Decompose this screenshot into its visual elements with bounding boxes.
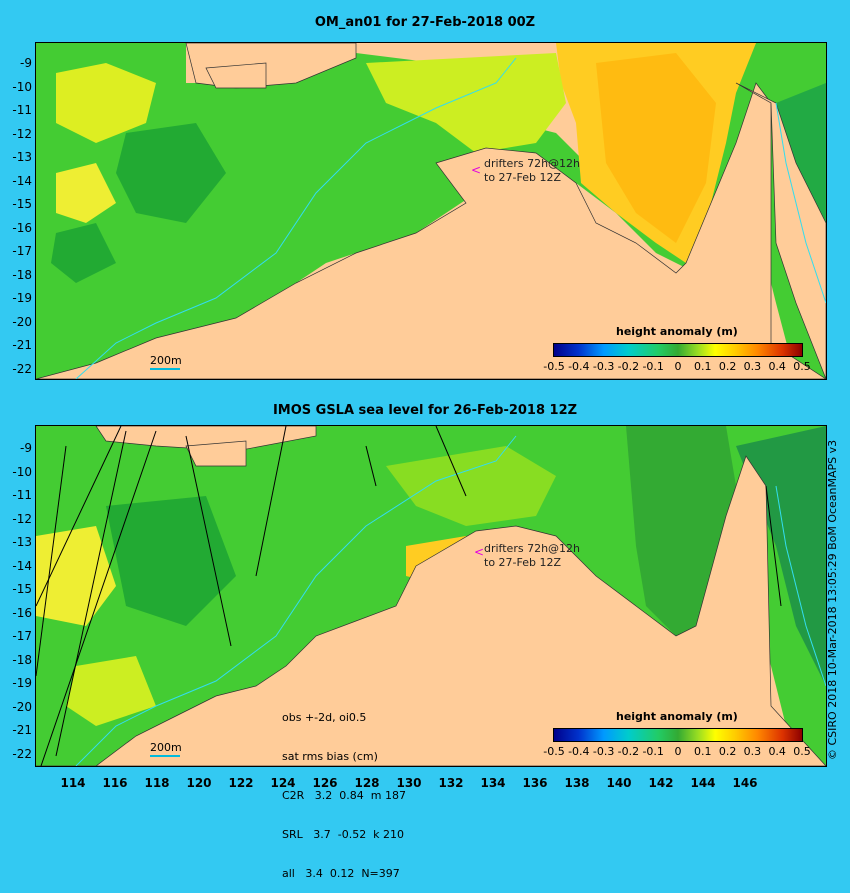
x-tick-label: 122 xyxy=(228,776,254,790)
bottom-scale-bar xyxy=(150,755,180,757)
top-annot-line2: to 27-Feb 12Z xyxy=(484,171,562,184)
top-ylabel: -13 xyxy=(12,150,32,164)
bottom-map-panel xyxy=(35,425,827,767)
bottom-drifter-arrow-icon: < xyxy=(474,545,485,559)
colorbar-tick-label: -0.1 xyxy=(642,745,664,758)
x-tick-label: 128 xyxy=(354,776,380,790)
bottom-colorbar xyxy=(553,728,803,742)
colorbar-tick-label: -0.4 xyxy=(568,360,590,373)
bottom-ylabel: -9 xyxy=(20,441,32,455)
top-ylabel: -21 xyxy=(12,338,32,352)
colorbar-tick-label: 0.3 xyxy=(743,745,762,758)
x-tick-label: 118 xyxy=(144,776,170,790)
top-ylabel: -12 xyxy=(12,126,32,141)
colorbar-tick-label: -0.3 xyxy=(592,360,615,373)
top-scale-label: 200m xyxy=(150,354,182,367)
top-map-panel xyxy=(35,42,827,380)
colorbar-tick-label: 0.1 xyxy=(694,745,712,758)
colorbar-tick-label: 0.4 xyxy=(768,360,786,373)
top-legend-title: height anomaly (m) xyxy=(616,325,738,338)
colorbar-tick-label: -0.4 xyxy=(568,745,590,758)
top-ylabel: -16 xyxy=(12,220,32,235)
bottom-ylabel: -20 xyxy=(12,699,32,714)
top-map-title: OM_an01 for 27-Feb-2018 00Z xyxy=(314,15,536,30)
colorbar-tick-label: -0.3 xyxy=(592,745,615,758)
colorbar-tick-label: 0 xyxy=(674,745,682,758)
x-tick-label: 144 xyxy=(690,776,716,790)
x-tick-label: 114 xyxy=(60,776,86,790)
top-annot-line1: drifters 72h@12h xyxy=(484,157,581,170)
bottom-drifter-annotation: drifters 72h@12h to 27-Feb 12Z xyxy=(484,542,580,570)
x-tick-label: 120 xyxy=(186,776,212,790)
bottom-scale-label: 200m xyxy=(150,741,182,754)
bottom-ylabel: -15 xyxy=(12,582,32,596)
top-ylabel: -20 xyxy=(12,314,32,329)
colorbar-tick-label: 0 xyxy=(674,360,682,373)
x-tick-label: 138 xyxy=(564,776,590,790)
credit-text: © CSIRO 2018 10-Mar-2018 13:05:29 BoM Oc… xyxy=(826,439,839,760)
bottom-ylabel: -21 xyxy=(12,723,32,737)
colorbar-tick-label: -0.1 xyxy=(642,360,664,373)
x-tick-label: 146 xyxy=(732,776,758,790)
bottom-ylabel: -14 xyxy=(12,558,32,573)
top-ylabel: -10 xyxy=(12,79,32,94)
x-tick-label: 136 xyxy=(522,776,548,790)
colorbar-tick-label: 0.2 xyxy=(718,360,737,373)
colorbar-tick-label: 0.2 xyxy=(718,745,737,758)
drifter-arrow-icon: < xyxy=(471,163,482,177)
bottom-legend-title: height anomaly (m) xyxy=(616,710,738,723)
bottom-annot-line2: to 27-Feb 12Z xyxy=(484,556,562,569)
top-ylabel: -22 xyxy=(12,361,32,376)
stats-line2: sat rms bias (cm) xyxy=(282,750,378,763)
bottom-ylabel: -16 xyxy=(12,605,32,620)
top-ylabel: -19 xyxy=(12,291,32,305)
stats-line5: all 3.4 0.12 N=397 xyxy=(282,867,400,880)
colorbar-tick-label: -0.5 xyxy=(543,745,565,758)
top-map-field xyxy=(36,43,826,379)
top-ylabel: -14 xyxy=(12,173,32,188)
x-tick-label: 124 xyxy=(270,776,296,790)
top-ylabel: -18 xyxy=(12,267,32,282)
bottom-ylabel: -17 xyxy=(12,629,32,643)
top-ylabel: -9 xyxy=(20,56,32,70)
bottom-ylabel: -10 xyxy=(12,464,32,479)
x-tick-label: 116 xyxy=(102,776,128,790)
top-ylabel: -11 xyxy=(12,103,32,117)
bottom-map-title: IMOS GSLA sea level for 26-Feb-2018 12Z xyxy=(272,403,578,418)
colorbar-tick-label: 0.1 xyxy=(694,360,712,373)
stats-line3: C2R 3.2 0.84 m 187 xyxy=(282,789,406,802)
colorbar-tick-label: -0.2 xyxy=(617,745,640,758)
top-ylabel: -15 xyxy=(12,197,32,211)
colorbar-tick-label: 0.4 xyxy=(768,745,786,758)
colorbar-tick-label: -0.2 xyxy=(617,360,640,373)
x-tick-label: 126 xyxy=(312,776,338,790)
bottom-map-field xyxy=(36,426,826,766)
bottom-ylabel: -19 xyxy=(12,676,32,690)
obs-stats: obs +-2d, oi0.5 sat rms bias (cm) C2R 3.… xyxy=(282,685,406,893)
colorbar-tick-label: 0.3 xyxy=(743,360,762,373)
colorbar-tick-label: 0.5 xyxy=(793,360,811,373)
colorbar-tick-label: 0.5 xyxy=(793,745,811,758)
bottom-ylabel: -22 xyxy=(12,746,32,761)
x-tick-label: 132 xyxy=(438,776,464,790)
bottom-ylabel: -11 xyxy=(12,488,32,502)
top-ylabel: -17 xyxy=(12,244,32,258)
top-drifter-annotation: drifters 72h@12h to 27-Feb 12Z xyxy=(484,157,580,185)
stats-line4: SRL 3.7 -0.52 k 210 xyxy=(282,828,405,841)
top-scale-bar xyxy=(150,368,180,370)
x-tick-label: 140 xyxy=(606,776,632,790)
x-tick-label: 142 xyxy=(648,776,674,790)
stats-line1: obs +-2d, oi0.5 xyxy=(282,711,367,724)
colorbar-tick-label: -0.5 xyxy=(543,360,565,373)
x-tick-label: 134 xyxy=(480,776,506,790)
top-colorbar xyxy=(553,343,803,357)
x-tick-label: 130 xyxy=(396,776,422,790)
bottom-ylabel: -18 xyxy=(12,652,32,667)
bottom-ylabel: -13 xyxy=(12,535,32,549)
bottom-ylabel: -12 xyxy=(12,511,32,526)
bottom-annot-line1: drifters 72h@12h xyxy=(484,542,581,555)
